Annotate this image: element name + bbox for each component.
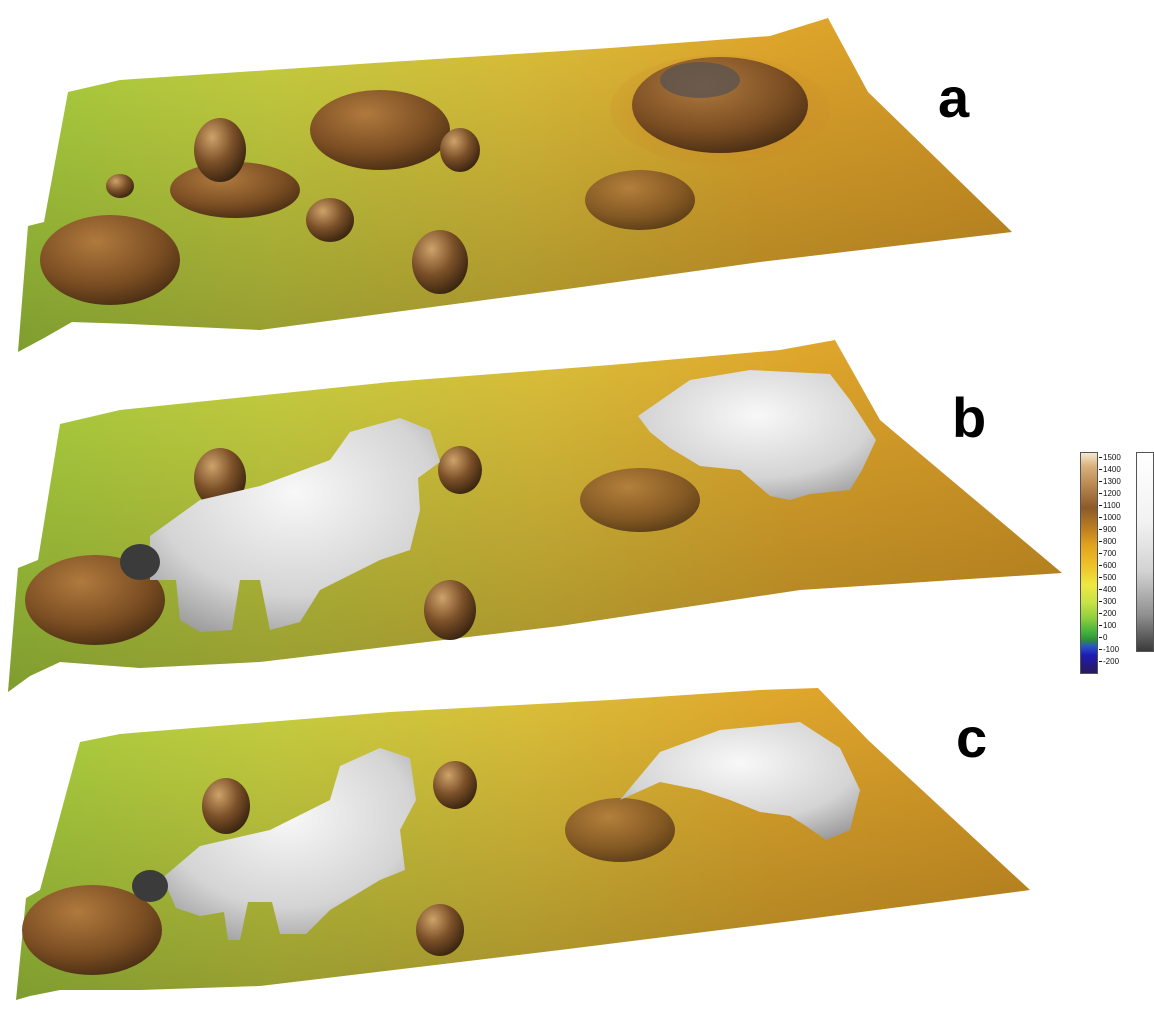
colorbar-tick: 1300 bbox=[1099, 478, 1121, 486]
panel-c-terrain bbox=[16, 688, 1030, 1000]
elevation-colorbar: 1500 1400 1300 1200 1100 1000 900 800 70… bbox=[1078, 448, 1154, 676]
colorbar-tick: 300 bbox=[1099, 598, 1116, 606]
colorbar-tick: 1500 bbox=[1099, 454, 1121, 462]
colorbar-tick: 100 bbox=[1099, 622, 1116, 630]
panel-label-c: c bbox=[956, 706, 988, 769]
colorbar-tick: 0 bbox=[1099, 634, 1107, 642]
colorbar-tick: 200 bbox=[1099, 610, 1116, 618]
colorbar-tick: 1400 bbox=[1099, 466, 1121, 474]
colorbar-tick: 700 bbox=[1099, 550, 1116, 558]
colorbar-tick: 1200 bbox=[1099, 490, 1121, 498]
panel-b-terrain bbox=[8, 340, 1062, 692]
panel-label-a: a bbox=[938, 66, 970, 129]
colorbar-tick: -200 bbox=[1099, 658, 1119, 666]
colorbar-tick: 400 bbox=[1099, 586, 1116, 594]
panel-a-terrain bbox=[18, 18, 1012, 352]
colorbar-tick: 1000 bbox=[1099, 514, 1121, 522]
colorbar-tick: 1100 bbox=[1099, 502, 1120, 510]
colorbar-tick: 900 bbox=[1099, 526, 1116, 534]
ice-grayscale-scale bbox=[1136, 452, 1154, 652]
panel-label-b: b bbox=[952, 386, 987, 449]
elevation-color-scale bbox=[1080, 452, 1098, 674]
colorbar-tick: -100 bbox=[1099, 646, 1119, 654]
colorbar-tick: 600 bbox=[1099, 562, 1116, 570]
colorbar-tick: 800 bbox=[1099, 538, 1116, 546]
colorbar-tick: 500 bbox=[1099, 574, 1116, 582]
